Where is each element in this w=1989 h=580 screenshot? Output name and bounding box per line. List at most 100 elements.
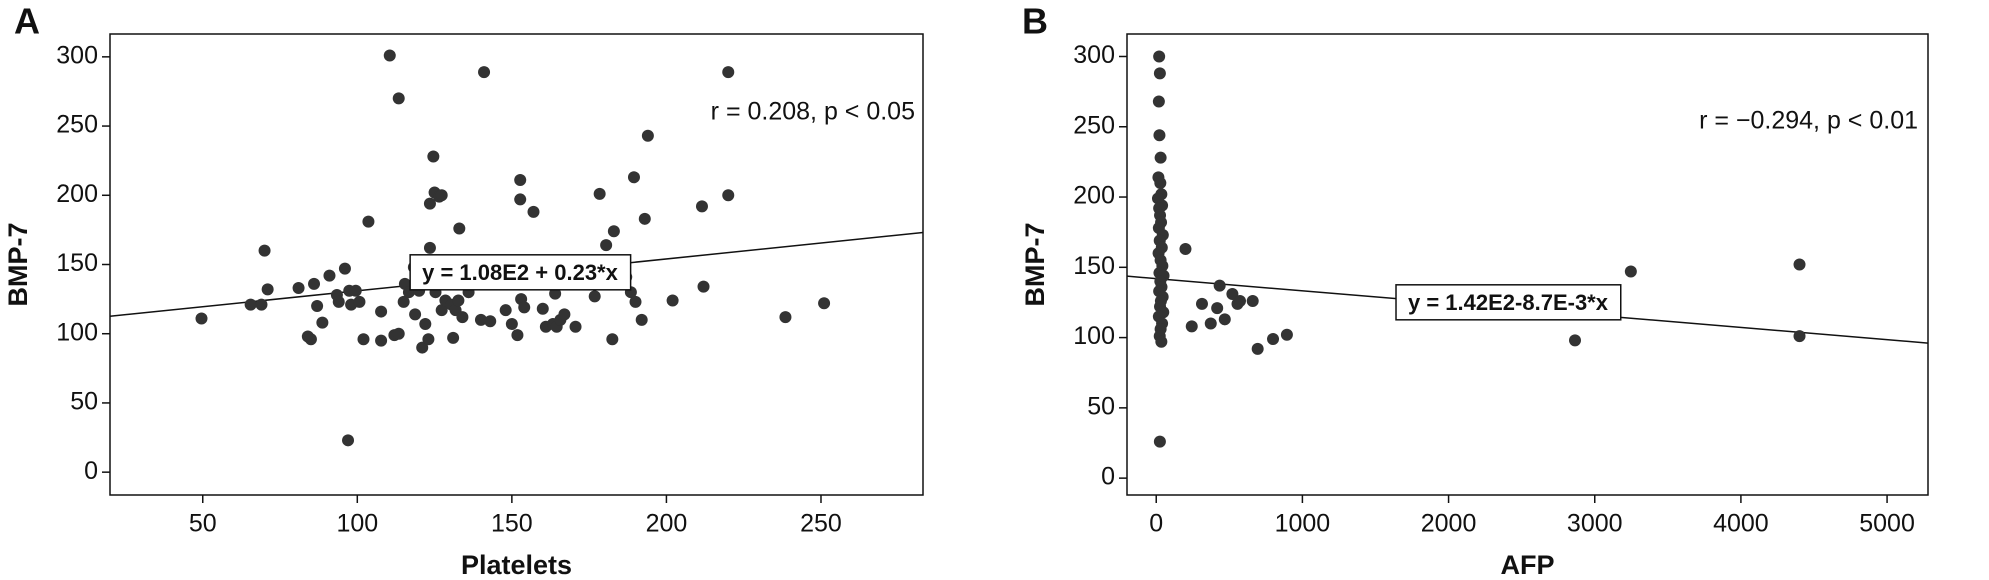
point — [1233, 295, 1246, 308]
point — [435, 304, 448, 317]
point — [195, 312, 208, 325]
x-tick-label: 3000 — [1567, 510, 1623, 538]
point — [1624, 265, 1637, 278]
point — [292, 282, 305, 295]
x-tick-label: 150 — [491, 510, 533, 538]
y-tick-label: 50 — [1087, 392, 1115, 420]
point — [1195, 297, 1208, 310]
x-tick-label: 100 — [336, 510, 378, 538]
x-tick-label: 5000 — [1859, 510, 1915, 538]
point — [635, 313, 648, 326]
y-tick-label: 0 — [84, 457, 98, 485]
x-tick-label: 0 — [1149, 510, 1163, 538]
point — [392, 327, 405, 340]
point — [419, 318, 432, 331]
y-tick-label: 150 — [56, 249, 98, 277]
point — [244, 298, 257, 311]
point — [593, 187, 606, 200]
point — [453, 222, 466, 235]
point — [409, 308, 422, 321]
y-tick-label: 100 — [56, 318, 98, 346]
point — [474, 313, 487, 326]
point — [514, 193, 527, 206]
point — [697, 280, 710, 293]
point — [375, 305, 388, 318]
point — [1204, 317, 1217, 330]
point — [258, 244, 271, 257]
point — [607, 225, 620, 238]
point — [338, 262, 351, 275]
point — [423, 241, 436, 254]
point — [456, 311, 469, 324]
point — [452, 294, 465, 307]
point — [342, 434, 355, 447]
point — [392, 92, 405, 105]
point — [606, 333, 619, 346]
point — [1267, 332, 1280, 345]
point — [427, 150, 440, 163]
point — [1154, 151, 1167, 164]
point — [416, 341, 429, 354]
point — [435, 189, 448, 202]
point — [332, 295, 345, 308]
y-tick-label: 200 — [56, 180, 98, 208]
point — [423, 197, 436, 210]
x-tick-label: 250 — [800, 510, 842, 538]
panel-label: B — [1022, 1, 1048, 42]
point — [1251, 342, 1264, 355]
point — [308, 277, 321, 290]
point — [1153, 67, 1166, 80]
x-axis-label: Platelets — [461, 550, 572, 580]
panel: A 0 50 100 150 200 250 300 50 100 150 200 250 Platele… — [3, 1, 924, 580]
point — [316, 316, 329, 329]
point — [527, 205, 540, 218]
point — [397, 295, 410, 308]
y-tick-label: 200 — [1073, 182, 1115, 210]
point — [353, 295, 366, 308]
point — [779, 311, 792, 324]
point — [1154, 176, 1167, 189]
x-tick-label: 50 — [189, 510, 217, 538]
y-tick-label: 250 — [56, 111, 98, 139]
point — [1153, 435, 1166, 448]
point — [722, 189, 735, 202]
point — [569, 320, 582, 333]
annotation: r = 0.208, p < 0.05 — [711, 98, 915, 126]
point — [383, 49, 396, 62]
y-tick-label: 100 — [1073, 322, 1115, 350]
panel-label: A — [14, 1, 40, 42]
point — [695, 200, 708, 213]
point — [536, 302, 549, 315]
point — [1152, 95, 1165, 108]
point — [600, 239, 613, 252]
point — [1153, 129, 1166, 142]
y-tick-label: 0 — [1101, 463, 1115, 491]
point — [638, 212, 651, 225]
y-axis-label: BMP-7 — [1020, 222, 1050, 306]
point — [311, 300, 324, 313]
point — [1211, 302, 1224, 315]
point — [641, 129, 654, 142]
point — [666, 294, 679, 307]
y-tick-label: 300 — [1073, 41, 1115, 69]
point — [447, 331, 460, 344]
point — [518, 301, 531, 314]
x-tick-label: 4000 — [1713, 510, 1769, 538]
point — [261, 283, 274, 296]
x-tick-label: 1000 — [1275, 510, 1331, 538]
point — [349, 284, 362, 297]
point — [627, 171, 640, 184]
point — [323, 269, 336, 282]
point — [478, 66, 491, 79]
point — [505, 318, 518, 331]
x-axis-label: AFP — [1501, 550, 1555, 580]
y-axis-label: BMP-7 — [3, 222, 33, 306]
x-tick-label: 2000 — [1421, 510, 1477, 538]
annotation: r = −0.294, p < 0.01 — [1699, 107, 1918, 135]
point — [1793, 258, 1806, 271]
point — [1226, 288, 1239, 301]
equation-box — [409, 254, 632, 291]
point — [1246, 295, 1259, 308]
